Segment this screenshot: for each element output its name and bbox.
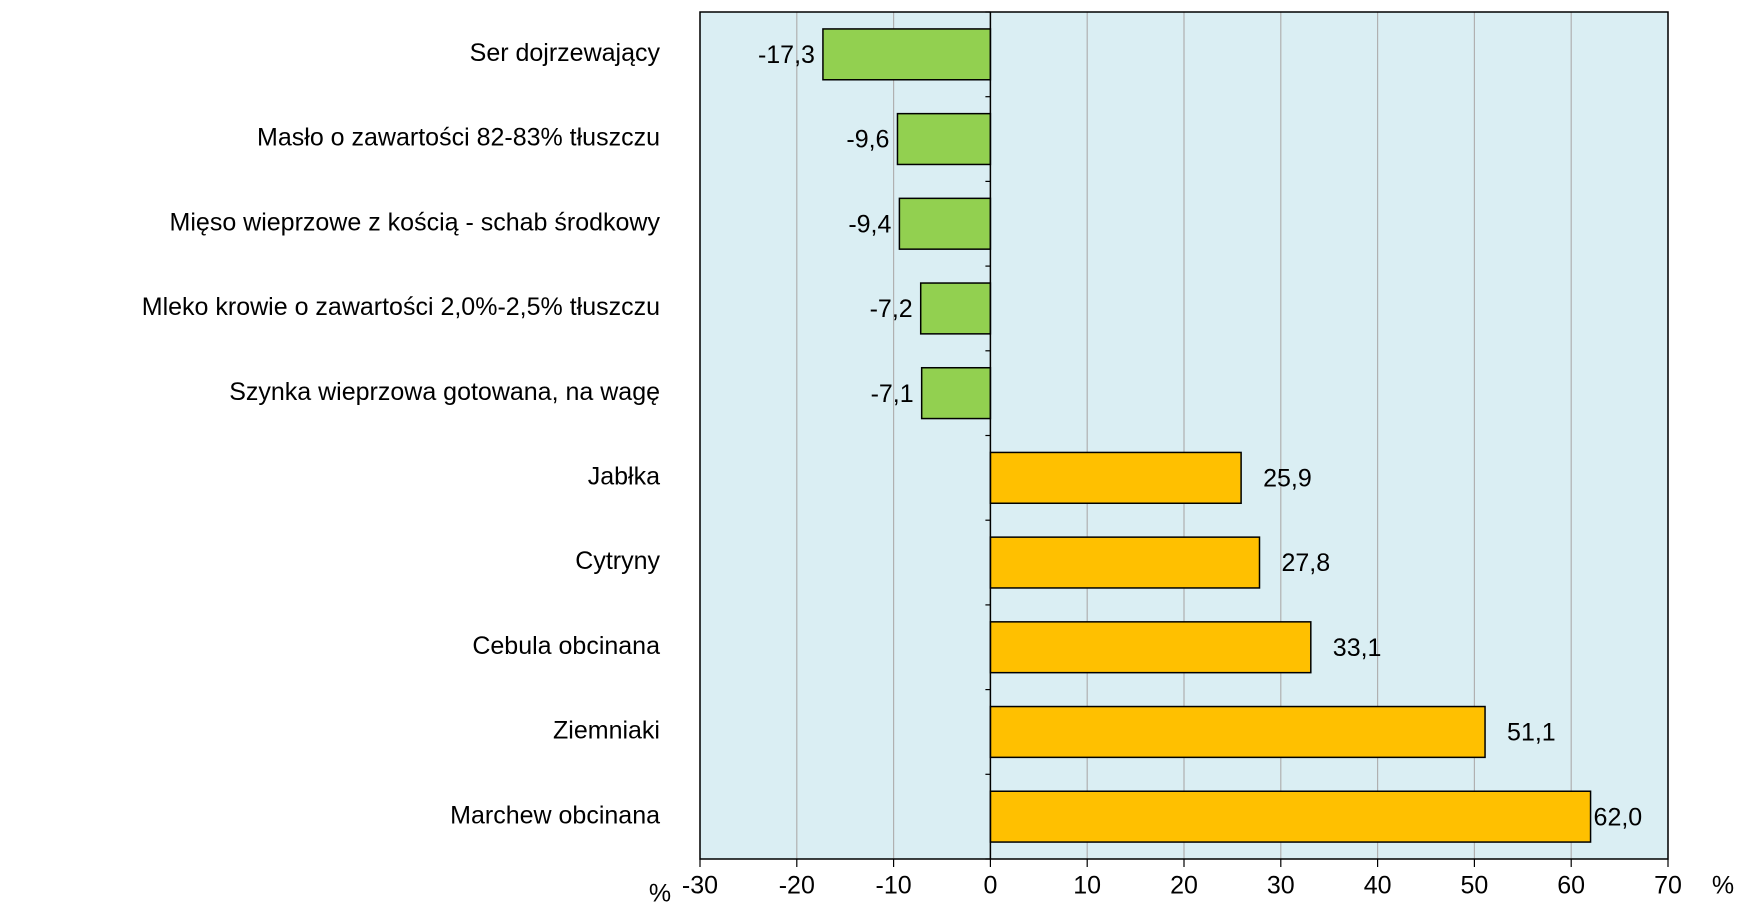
data-label: -7,1 (871, 380, 914, 408)
bar (896, 112, 992, 166)
x-tick-label: 70 (1654, 872, 1682, 900)
y-tick-label: Cytryny (575, 547, 660, 575)
bar (989, 621, 1312, 674)
y-tick-label: Jabłka (588, 462, 660, 490)
x-tick-label: -10 (876, 872, 912, 900)
data-label: -9,6 (846, 126, 889, 154)
bar (920, 366, 992, 420)
x-tick-label: 20 (1170, 872, 1198, 900)
x-tick-label: -30 (682, 872, 718, 900)
plot-border (699, 11, 1669, 860)
x-tick-label: 30 (1267, 872, 1295, 900)
y-tick-label: Cebula obcinana (472, 632, 660, 660)
y-tick-label: Ser dojrzewający (470, 39, 661, 67)
y-tick-label: Masło o zawartości 82-83% tłuszczu (257, 124, 660, 152)
bar (989, 451, 1242, 505)
data-label: 27,8 (1282, 549, 1331, 577)
bar (989, 536, 1261, 589)
y-tick-label: Ziemniaki (553, 717, 660, 745)
y-tick-label: Mleko krowie o zawartości 2,0%-2,5% tłus… (142, 293, 660, 321)
data-label: -7,2 (870, 295, 913, 323)
bar (989, 705, 1486, 759)
x-tick-label: 10 (1073, 872, 1101, 900)
bar (822, 28, 992, 81)
bar (898, 197, 992, 250)
bar (989, 790, 1592, 843)
x-tick-label: 50 (1460, 872, 1488, 900)
data-label: -9,4 (848, 210, 891, 238)
data-label: 62,0 (1594, 803, 1643, 831)
x-tick-label: -20 (779, 872, 815, 900)
data-label: -17,3 (758, 41, 815, 69)
y-tick-label: Szynka wieprzowa gotowana, na wagę (229, 378, 660, 406)
x-tick-label: 60 (1557, 872, 1585, 900)
x-axis-unit: % (1712, 872, 1734, 900)
x-tick-label: 0 (983, 872, 997, 900)
data-label: 25,9 (1263, 464, 1312, 492)
x-axis-unit: % (649, 880, 671, 908)
y-tick-label: Marchew obcinana (450, 801, 660, 829)
data-label: 33,1 (1333, 634, 1382, 662)
bar (919, 282, 992, 335)
y-tick-label: Mięso wieprzowe z kością - schab środkow… (170, 208, 661, 236)
x-tick-label: 40 (1364, 872, 1392, 900)
data-label: 51,1 (1507, 719, 1556, 747)
